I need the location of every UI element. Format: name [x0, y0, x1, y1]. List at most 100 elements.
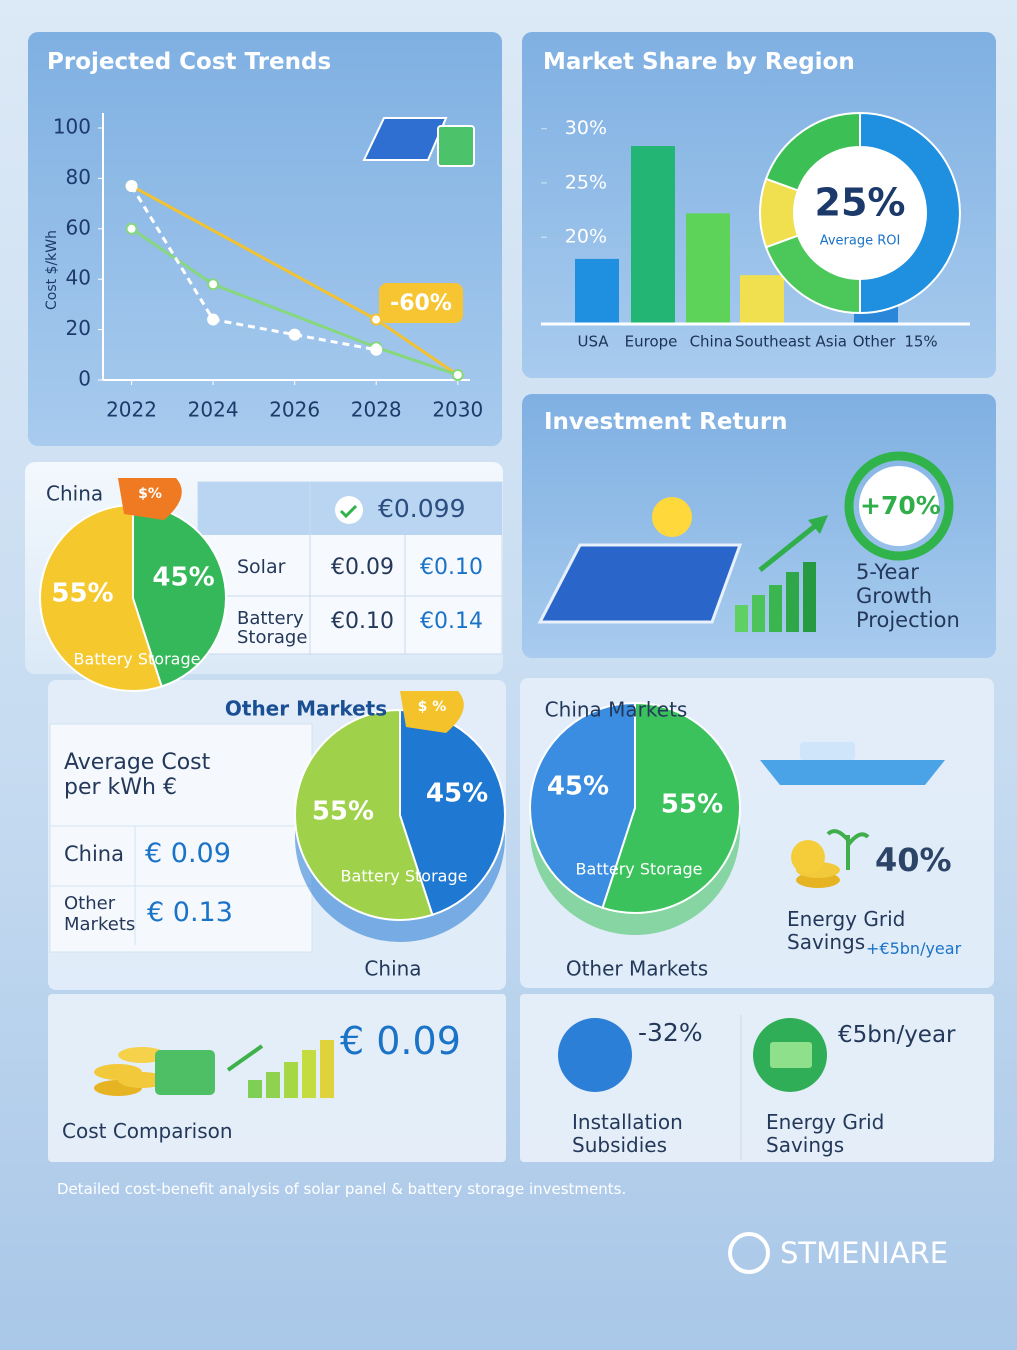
growth-icon	[302, 1050, 316, 1098]
bar	[575, 258, 619, 324]
pie-slice	[529, 701, 636, 910]
coin-icon	[791, 840, 825, 874]
cost-cell: Other Markets	[64, 893, 136, 935]
y-tick-label: 25%	[565, 171, 607, 193]
line-point	[207, 278, 220, 291]
annotation: -60%	[390, 291, 452, 316]
line-point	[125, 179, 138, 192]
cost-cell: € 0.13	[147, 897, 233, 928]
logo: STMENIARE	[780, 1236, 949, 1270]
bar	[740, 275, 784, 324]
savings-amount: +€5bn/year	[866, 939, 962, 958]
pie-value-label: 55%	[661, 790, 723, 820]
growth-icon	[320, 1040, 334, 1098]
pie-title: China Markets	[545, 698, 688, 722]
panel-title: Market Share by Region	[543, 49, 855, 75]
line-point	[125, 222, 138, 235]
arrow-icon	[226, 1044, 264, 1072]
pie-tag	[118, 478, 182, 520]
table-cell: €0.09	[331, 555, 394, 580]
growth-icon	[786, 572, 799, 632]
y-tick-label: 80	[66, 165, 91, 189]
growth-value: +70%	[860, 491, 941, 520]
pie-annotation: Battery Storage	[74, 650, 201, 669]
cost-box	[49, 723, 313, 953]
y-tick-label: 20	[66, 316, 91, 340]
growth-icon	[769, 585, 782, 632]
pie-annotation: Battery Storage	[576, 860, 703, 879]
y-tick-label: 20%	[565, 226, 607, 248]
subsidy-value: -32%	[638, 1018, 703, 1047]
growth-caption: 5-Year Growth Projection	[856, 560, 960, 633]
y-tick-label: 0	[78, 367, 91, 391]
pie-tag-label: $ %	[418, 699, 447, 715]
coin-icon	[118, 1072, 166, 1088]
x-tick-label: Southeast Asia	[735, 333, 847, 351]
solar-panel-icon	[537, 543, 743, 624]
ship-icon	[800, 742, 855, 760]
table-cell: €0.14	[420, 609, 483, 634]
bar	[686, 213, 730, 324]
donut-label: Average ROI	[820, 234, 901, 249]
x-tick-label: 2028	[351, 398, 402, 422]
cost-title: Average Cost per kWh €	[64, 750, 211, 801]
y-tick-label: 100	[53, 115, 91, 139]
grid-savings-label: Energy Grid Savings	[766, 1110, 885, 1157]
pie-value-label: 45%	[152, 562, 214, 592]
panel-title: Projected Cost Trends	[47, 49, 332, 75]
growth-icon	[248, 1080, 262, 1098]
growth-icon	[752, 595, 765, 632]
pie-value-label: 55%	[51, 579, 113, 609]
line-point	[207, 313, 220, 326]
check-icon	[339, 504, 358, 519]
table-cell: Solar	[237, 556, 286, 578]
x-tick-label: 2022	[106, 398, 157, 422]
ship-icon	[760, 760, 945, 785]
line-point	[370, 343, 383, 356]
pie-title: China	[46, 482, 103, 506]
x-tick-label: 2024	[188, 398, 239, 422]
footer: Detailed cost-benefit analysis of solar …	[57, 1180, 627, 1198]
table-header: €0.099	[378, 494, 466, 523]
subsidy-icon	[558, 1018, 632, 1092]
check-icon	[335, 496, 363, 524]
pie-slice	[294, 708, 434, 921]
pie-value-label: 55%	[312, 797, 374, 827]
growth-ring	[844, 451, 954, 561]
comparison-label: Cost Comparison	[62, 1119, 233, 1143]
arrow-icon	[758, 520, 822, 572]
table-cell: Battery Storage	[237, 608, 308, 648]
comparison-value: € 0.09	[340, 1019, 461, 1063]
y-tick-label: 30%	[565, 117, 607, 139]
bar	[631, 146, 675, 324]
pie-slice	[601, 701, 741, 914]
coin-icon	[118, 1047, 166, 1063]
x-tick-label: Europe	[625, 333, 678, 351]
panel	[28, 32, 502, 446]
x-tick-label: China	[690, 333, 733, 351]
panel-title: Investment Return	[544, 409, 788, 435]
table-cell: €0.10	[420, 555, 483, 580]
bill-icon	[155, 1050, 215, 1095]
savings-label: Energy Grid Savings	[787, 907, 906, 954]
logo-icon	[728, 1232, 770, 1274]
growth-icon	[803, 562, 816, 632]
line-series	[130, 227, 459, 377]
solar-icon	[437, 125, 475, 167]
savings-icon	[770, 1042, 812, 1068]
line-point	[288, 328, 301, 341]
pie-caption: Other Markets	[566, 957, 708, 981]
growth-ring	[859, 466, 939, 546]
x-tick-label: Other	[853, 333, 896, 351]
growth-icon	[735, 605, 748, 632]
annotation-box	[379, 283, 463, 323]
pie-value-label: 45%	[426, 778, 488, 808]
growth-icon	[266, 1072, 280, 1098]
donut-value: 25%	[815, 181, 906, 225]
cost-cell: € 0.09	[145, 838, 231, 869]
plant-icon	[826, 829, 870, 870]
growth-icon	[284, 1062, 298, 1098]
subsidy-label: Installation Subsidies	[572, 1110, 683, 1157]
